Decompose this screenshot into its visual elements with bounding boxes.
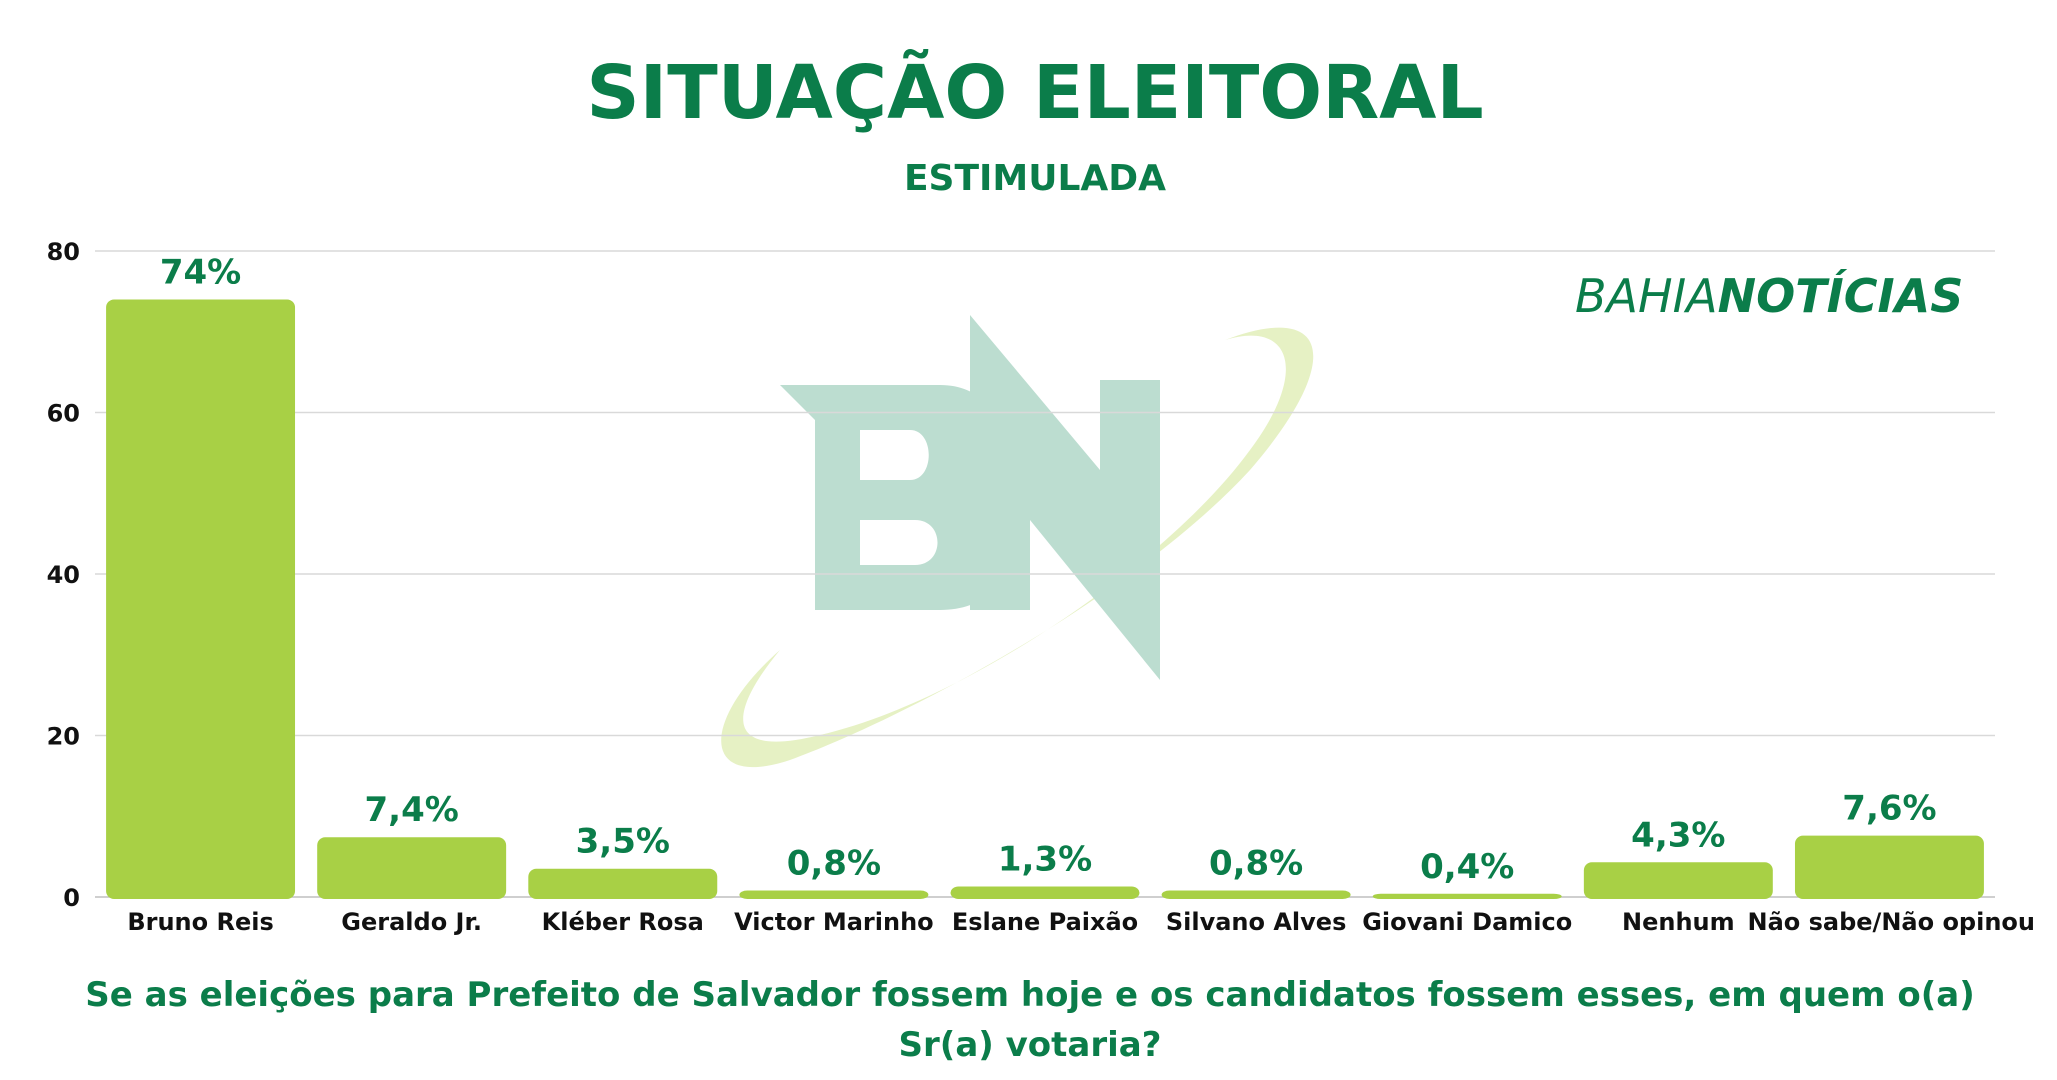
- bar: [1583, 862, 1773, 899]
- bar: [739, 890, 929, 899]
- y-tick-label: 0: [63, 884, 80, 912]
- brand-logo-part1: BAHIA: [1575, 269, 1718, 323]
- category-label: Giovani Damico: [1362, 908, 1572, 936]
- category-label: Bruno Reis: [127, 908, 273, 936]
- category-label: Geraldo Jr.: [341, 908, 482, 936]
- value-label: 0,4%: [1420, 847, 1514, 887]
- bar: [1794, 835, 1984, 899]
- bar: [317, 837, 507, 899]
- category-label: Victor Marinho: [734, 908, 934, 936]
- y-axis-ticks: 0 20 40 60 80: [47, 238, 80, 912]
- y-tick-label: 60: [47, 400, 80, 428]
- bar: [528, 868, 718, 899]
- bar: [106, 299, 296, 899]
- bar: [1161, 890, 1351, 899]
- value-label: 7,4%: [365, 790, 459, 830]
- bar: [1372, 893, 1562, 899]
- value-label: 1,3%: [998, 840, 1092, 880]
- value-label: 7,6%: [1842, 789, 1936, 829]
- survey-question: Se as eleições para Prefeito de Salvador…: [85, 975, 1975, 1065]
- category-label: Nenhum: [1622, 908, 1735, 936]
- value-label: 74%: [160, 252, 241, 292]
- category-label: Silvano Alves: [1166, 908, 1347, 936]
- value-label: 0,8%: [1209, 844, 1303, 884]
- value-label: 0,8%: [787, 844, 881, 884]
- category-labels: Bruno Reis Geraldo Jr. Kléber Rosa Victor M…: [127, 908, 2035, 936]
- bars: [106, 299, 1984, 899]
- brand-logo: BAHIANOTÍCIAS: [1575, 269, 1963, 323]
- chart-subtitle: ESTIMULADA: [904, 158, 1166, 199]
- value-label: 4,3%: [1631, 815, 1725, 855]
- y-tick-label: 80: [47, 238, 80, 266]
- watermark-letter-n: [970, 315, 1160, 680]
- category-label: Eslane Paixão: [952, 908, 1138, 936]
- chart-title: SITUAÇÃO ELEITORAL: [586, 48, 1483, 136]
- watermark-logo: [721, 315, 1314, 768]
- value-labels: 74% 7,4% 3,5% 0,8% 1,3% 0,8% 0,4% 4,3% 7,6%: [160, 252, 1937, 886]
- category-label: Não sabe/Não opinou: [1747, 908, 2035, 936]
- y-tick-label: 20: [47, 723, 80, 751]
- brand-logo-part2: NOTÍCIAS: [1718, 269, 1964, 323]
- value-label: 3,5%: [576, 822, 670, 862]
- watermark-letter-b: [780, 385, 1009, 610]
- bar: [950, 886, 1140, 899]
- category-label: Kléber Rosa: [542, 908, 704, 936]
- y-tick-label: 40: [47, 561, 80, 589]
